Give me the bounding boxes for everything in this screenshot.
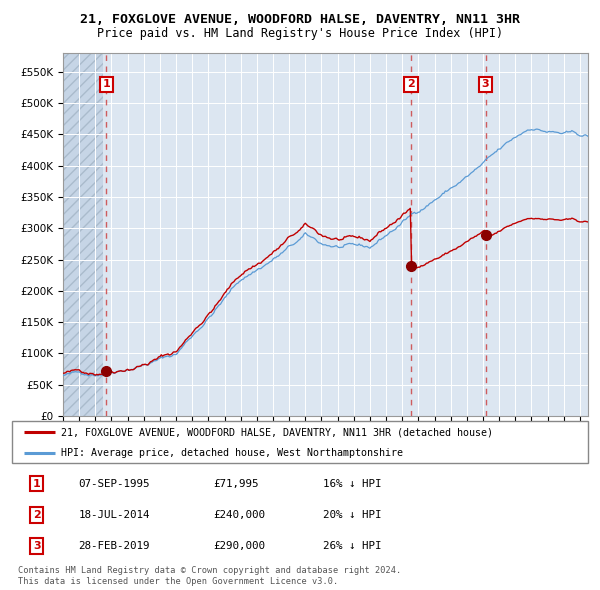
Text: 28-FEB-2019: 28-FEB-2019 [78, 541, 150, 551]
Text: This data is licensed under the Open Government Licence v3.0.: This data is licensed under the Open Gov… [18, 577, 338, 586]
Text: 21, FOXGLOVE AVENUE, WOODFORD HALSE, DAVENTRY, NN11 3HR: 21, FOXGLOVE AVENUE, WOODFORD HALSE, DAV… [80, 13, 520, 26]
Text: 3: 3 [482, 80, 490, 89]
Text: 16% ↓ HPI: 16% ↓ HPI [323, 478, 382, 489]
Text: £240,000: £240,000 [214, 510, 266, 520]
Text: 2: 2 [33, 510, 41, 520]
Text: Contains HM Land Registry data © Crown copyright and database right 2024.: Contains HM Land Registry data © Crown c… [18, 566, 401, 575]
Text: £71,995: £71,995 [214, 478, 259, 489]
Text: Price paid vs. HM Land Registry's House Price Index (HPI): Price paid vs. HM Land Registry's House … [97, 27, 503, 40]
Text: HPI: Average price, detached house, West Northamptonshire: HPI: Average price, detached house, West… [61, 448, 403, 457]
Text: 1: 1 [103, 80, 110, 89]
Text: 21, FOXGLOVE AVENUE, WOODFORD HALSE, DAVENTRY, NN11 3HR (detached house): 21, FOXGLOVE AVENUE, WOODFORD HALSE, DAV… [61, 427, 493, 437]
Text: 20% ↓ HPI: 20% ↓ HPI [323, 510, 382, 520]
Text: 1: 1 [33, 478, 41, 489]
Text: 26% ↓ HPI: 26% ↓ HPI [323, 541, 382, 551]
Text: 07-SEP-1995: 07-SEP-1995 [78, 478, 150, 489]
Text: 3: 3 [33, 541, 41, 551]
Bar [63, 53, 103, 416]
FancyBboxPatch shape [12, 421, 588, 463]
Text: 2: 2 [407, 80, 415, 89]
Text: 18-JUL-2014: 18-JUL-2014 [78, 510, 150, 520]
Text: £290,000: £290,000 [214, 541, 266, 551]
